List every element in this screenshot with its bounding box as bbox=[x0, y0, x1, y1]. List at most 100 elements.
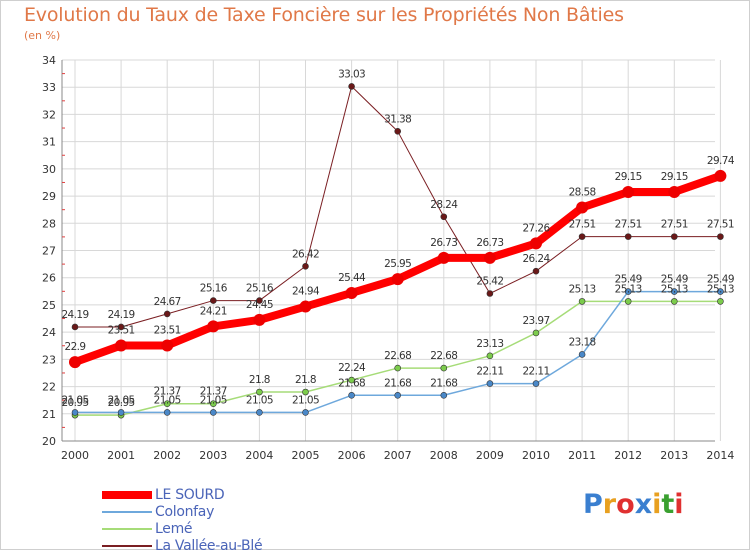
x-tick-label: 2006 bbox=[338, 449, 366, 462]
y-tick-label: 22 bbox=[42, 381, 56, 394]
data-point bbox=[578, 351, 586, 358]
data-point bbox=[622, 185, 635, 198]
chart-unit: (en %) bbox=[24, 29, 61, 42]
data-point bbox=[163, 310, 171, 318]
data-point bbox=[668, 185, 681, 198]
legend-swatch bbox=[102, 510, 152, 513]
data-label: 22.11 bbox=[476, 366, 503, 378]
data-point bbox=[670, 233, 678, 240]
data-label: 22.9 bbox=[65, 341, 86, 353]
chart-title: Evolution du Taux de Taxe Foncière sur l… bbox=[24, 4, 624, 26]
data-point bbox=[717, 288, 724, 295]
data-label: 21.68 bbox=[384, 377, 411, 389]
data-label: 26.42 bbox=[292, 248, 319, 260]
data-point bbox=[117, 323, 125, 331]
data-point bbox=[437, 251, 450, 264]
data-label: 25.95 bbox=[384, 258, 411, 270]
data-label: 25.13 bbox=[661, 283, 688, 295]
data-label: 28.58 bbox=[569, 187, 596, 199]
data-label: 21.05 bbox=[108, 394, 135, 406]
x-tick-label: 2014 bbox=[706, 449, 734, 462]
x-tick-label: 2004 bbox=[245, 449, 273, 462]
data-label: 24.45 bbox=[246, 299, 273, 311]
data-label: 25.16 bbox=[200, 283, 228, 295]
data-label: 26.73 bbox=[476, 237, 503, 249]
data-label: 33.03 bbox=[338, 68, 365, 80]
y-tick-label: 28 bbox=[42, 217, 56, 230]
legend-item-la-vallee-au-ble[interactable]: La Vallée-au-Blé bbox=[102, 537, 263, 554]
y-tick-label: 32 bbox=[42, 108, 56, 121]
data-point bbox=[486, 380, 494, 387]
data-label: 23.18 bbox=[569, 336, 596, 348]
data-label: 25.49 bbox=[661, 274, 688, 286]
y-tick-label: 30 bbox=[42, 163, 56, 176]
data-label: 27.51 bbox=[615, 219, 642, 231]
data-label: 24.21 bbox=[200, 305, 227, 317]
data-point bbox=[71, 409, 79, 416]
data-label: 23.51 bbox=[154, 324, 181, 336]
legend-label: Lemé bbox=[155, 520, 193, 537]
data-label: 27.51 bbox=[661, 219, 688, 231]
y-tick-label: 29 bbox=[42, 190, 56, 203]
data-point bbox=[670, 298, 678, 305]
data-point bbox=[532, 267, 540, 275]
data-label: 24.19 bbox=[61, 309, 88, 321]
data-point bbox=[302, 262, 309, 270]
data-point bbox=[256, 409, 263, 416]
data-point bbox=[161, 339, 174, 352]
data-point bbox=[163, 400, 171, 408]
data-label: 20.95 bbox=[61, 397, 88, 409]
legend-swatch bbox=[102, 490, 152, 499]
data-point bbox=[670, 288, 678, 295]
legend-label: La Vallée-au-Blé bbox=[155, 537, 263, 554]
data-point bbox=[256, 297, 263, 304]
x-tick-label: 2008 bbox=[430, 449, 458, 462]
logo-letter: P bbox=[583, 489, 603, 520]
x-tick-label: 2001 bbox=[107, 449, 135, 462]
legend-swatch bbox=[102, 544, 152, 547]
data-point bbox=[348, 83, 355, 90]
data-point bbox=[578, 233, 586, 240]
data-label: 29.74 bbox=[707, 155, 735, 167]
x-tick-label: 2000 bbox=[61, 449, 89, 462]
data-point bbox=[714, 169, 727, 182]
data-point bbox=[299, 300, 312, 313]
data-point bbox=[348, 391, 355, 399]
data-point bbox=[210, 409, 217, 416]
legend-item-colonfay[interactable]: Colonfay bbox=[102, 503, 262, 520]
data-label: 25.49 bbox=[707, 274, 734, 286]
data-label: 29.15 bbox=[615, 171, 642, 183]
data-point bbox=[163, 409, 171, 416]
data-label: 25.49 bbox=[615, 274, 642, 286]
data-point bbox=[394, 391, 402, 399]
legend-item-leme[interactable]: Lemé bbox=[102, 520, 262, 537]
data-label: 23.97 bbox=[522, 315, 549, 327]
x-tick-label: 2005 bbox=[292, 449, 320, 462]
data-label: 22.68 bbox=[384, 350, 411, 362]
data-point bbox=[532, 329, 540, 337]
y-tick-label: 27 bbox=[42, 245, 56, 258]
data-label: 25.13 bbox=[707, 283, 734, 295]
y-tick-label: 23 bbox=[42, 353, 56, 366]
y-tick-label: 25 bbox=[42, 299, 56, 312]
data-point bbox=[256, 388, 263, 396]
data-point bbox=[578, 298, 586, 305]
x-tick-label: 2011 bbox=[568, 449, 596, 462]
data-point bbox=[210, 297, 217, 304]
data-point bbox=[69, 356, 81, 369]
data-point bbox=[302, 409, 309, 416]
y-tick-label: 24 bbox=[42, 326, 56, 339]
x-tick-label: 2009 bbox=[476, 449, 504, 462]
legend-swatch bbox=[102, 527, 152, 530]
legend-item-le-sourd[interactable]: LE SOURD bbox=[102, 486, 262, 503]
data-label: 21.68 bbox=[338, 377, 365, 389]
legend: LE SOURD Colonfay Lemé La Vallée-au-Blé bbox=[102, 486, 263, 554]
data-label: 21.68 bbox=[430, 377, 457, 389]
data-label: 28.24 bbox=[430, 199, 458, 211]
data-label: 25.42 bbox=[476, 275, 503, 287]
y-tick-label: 26 bbox=[42, 272, 56, 285]
data-point bbox=[394, 364, 402, 372]
data-point bbox=[576, 201, 589, 214]
